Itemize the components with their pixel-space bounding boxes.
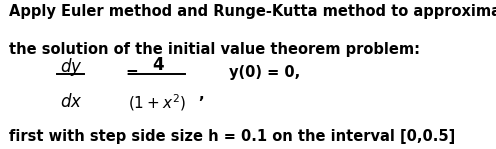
- Text: the solution of the initial value theorem problem:: the solution of the initial value theore…: [8, 42, 420, 57]
- Text: =: =: [126, 65, 138, 80]
- Text: first with step side size h = 0.1 on the interval [0,0.5]: first with step side size h = 0.1 on the…: [8, 129, 455, 144]
- Text: $dx$: $dx$: [61, 93, 83, 111]
- Text: $dy$: $dy$: [61, 56, 83, 79]
- Text: $(1 + x^2)$: $(1 + x^2)$: [127, 93, 186, 113]
- Text: Apply Euler method and Runge-Kutta method to approximate: Apply Euler method and Runge-Kutta metho…: [8, 4, 496, 19]
- Text: ,: ,: [198, 87, 204, 102]
- Text: y(0) = 0,: y(0) = 0,: [229, 65, 300, 80]
- Text: $\mathbf{4}$: $\mathbf{4}$: [152, 56, 165, 74]
